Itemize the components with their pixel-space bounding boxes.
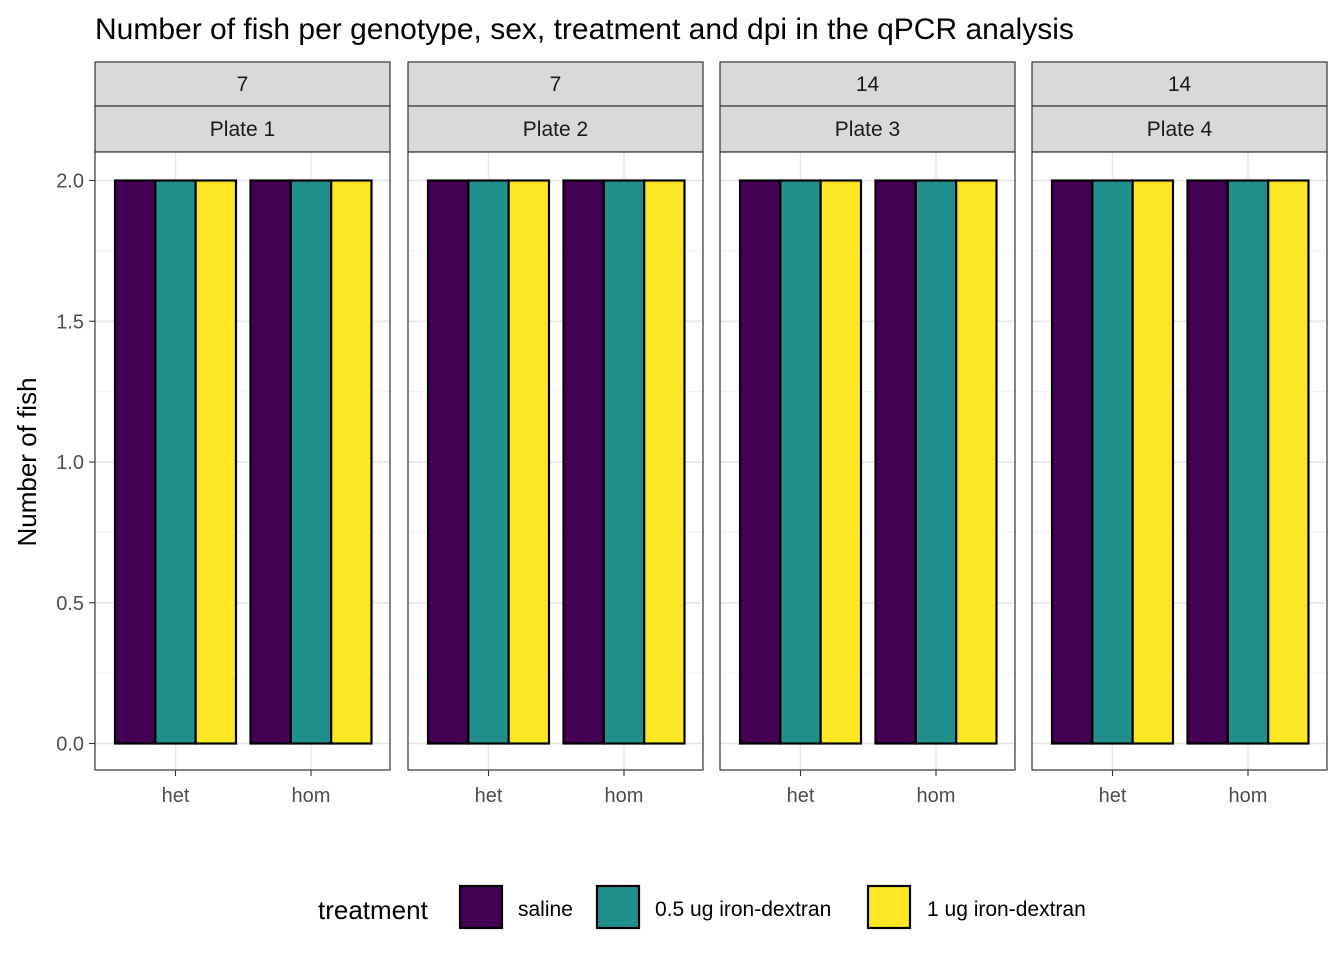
- legend-key: [866, 884, 912, 930]
- strip-dpi-label: 14: [1168, 73, 1192, 96]
- strip-dpi-label: 7: [237, 73, 249, 96]
- x-tick-label: het: [475, 785, 503, 807]
- bar: [1267, 179, 1310, 745]
- bar: [738, 179, 782, 745]
- strip-plate-label: Plate 2: [523, 118, 588, 141]
- y-tick-label: 1.0: [56, 452, 84, 474]
- x-tick-label: het: [787, 785, 815, 807]
- facet-panel: 14 Plate 4 het hom: [1031, 61, 1328, 807]
- bar: [1050, 179, 1094, 745]
- legend: treatment saline 0.5 ug iron-dextran 1 ug i…: [318, 884, 1086, 930]
- y-tick-label: 2.0: [56, 171, 84, 193]
- bar: [602, 179, 646, 745]
- bar: [330, 179, 373, 745]
- x-tick-label: hom: [605, 785, 644, 807]
- bar: [562, 179, 605, 745]
- bar: [507, 179, 551, 745]
- facet-panel: 7 Plate 1 het hom: [94, 61, 391, 807]
- strip-plate-box: [719, 105, 1016, 153]
- strip-plate-box: [1031, 105, 1328, 153]
- bar: [874, 179, 917, 745]
- strip-plate-label: Plate 1: [210, 118, 275, 141]
- bar: [779, 179, 822, 745]
- bar: [1131, 179, 1175, 745]
- facet-panels: 7 Plate 1 het hom 7 Plate 2 het hom 14 Plate 3 het…: [94, 61, 1328, 807]
- panel-border: [407, 151, 704, 771]
- bar: [819, 179, 863, 745]
- facet-panel: 7 Plate 2 het hom: [407, 61, 704, 807]
- y-tick-label: 1.5: [56, 311, 84, 333]
- legend-label: 1 ug iron-dextran: [927, 898, 1086, 921]
- y-axis-label: Number of fish: [12, 377, 42, 546]
- bar: [426, 179, 470, 745]
- x-tick-label: het: [1099, 785, 1127, 807]
- bar: [249, 179, 292, 745]
- strip-dpi-label: 14: [856, 73, 880, 96]
- strip-plate-label: Plate 4: [1147, 118, 1213, 141]
- y-axis: 0.0 0.5 1.0 1.5 2.0: [56, 171, 95, 756]
- x-tick-label: hom: [917, 785, 956, 807]
- y-tick-label: 0.5: [56, 593, 84, 615]
- panel-border: [719, 151, 1016, 771]
- chart-title: Number of fish per genotype, sex, treatm…: [95, 13, 1074, 46]
- bar: [194, 179, 238, 745]
- strip-plate-box: [407, 105, 704, 153]
- legend-key: [595, 884, 641, 930]
- strip-dpi-box: [1031, 61, 1328, 107]
- facet-panel: 14 Plate 3 het hom: [719, 61, 1016, 807]
- x-tick-label: hom: [1229, 785, 1268, 807]
- legend-title: treatment: [318, 895, 429, 925]
- bar: [1091, 179, 1134, 745]
- bar: [289, 179, 333, 745]
- legend-key: [458, 884, 504, 930]
- bar: [643, 179, 686, 745]
- legend-label: 0.5 ug iron-dextran: [655, 898, 831, 921]
- bar: [113, 179, 157, 745]
- bar: [955, 179, 998, 745]
- y-tick-label: 0.0: [56, 734, 84, 756]
- bar: [1186, 179, 1229, 745]
- strip-dpi-box: [94, 61, 391, 107]
- bar: [467, 179, 510, 745]
- panel-border: [1031, 151, 1328, 771]
- bar: [1226, 179, 1270, 745]
- strip-dpi-label: 7: [550, 73, 562, 96]
- strip-plate-label: Plate 3: [835, 118, 900, 141]
- x-tick-label: het: [162, 785, 190, 807]
- strip-dpi-box: [719, 61, 1016, 107]
- strip-dpi-box: [407, 61, 704, 107]
- bar: [914, 179, 958, 745]
- panel-border: [94, 151, 391, 771]
- bar: [154, 179, 197, 745]
- legend-label: saline: [518, 898, 573, 921]
- x-tick-label: hom: [292, 785, 331, 807]
